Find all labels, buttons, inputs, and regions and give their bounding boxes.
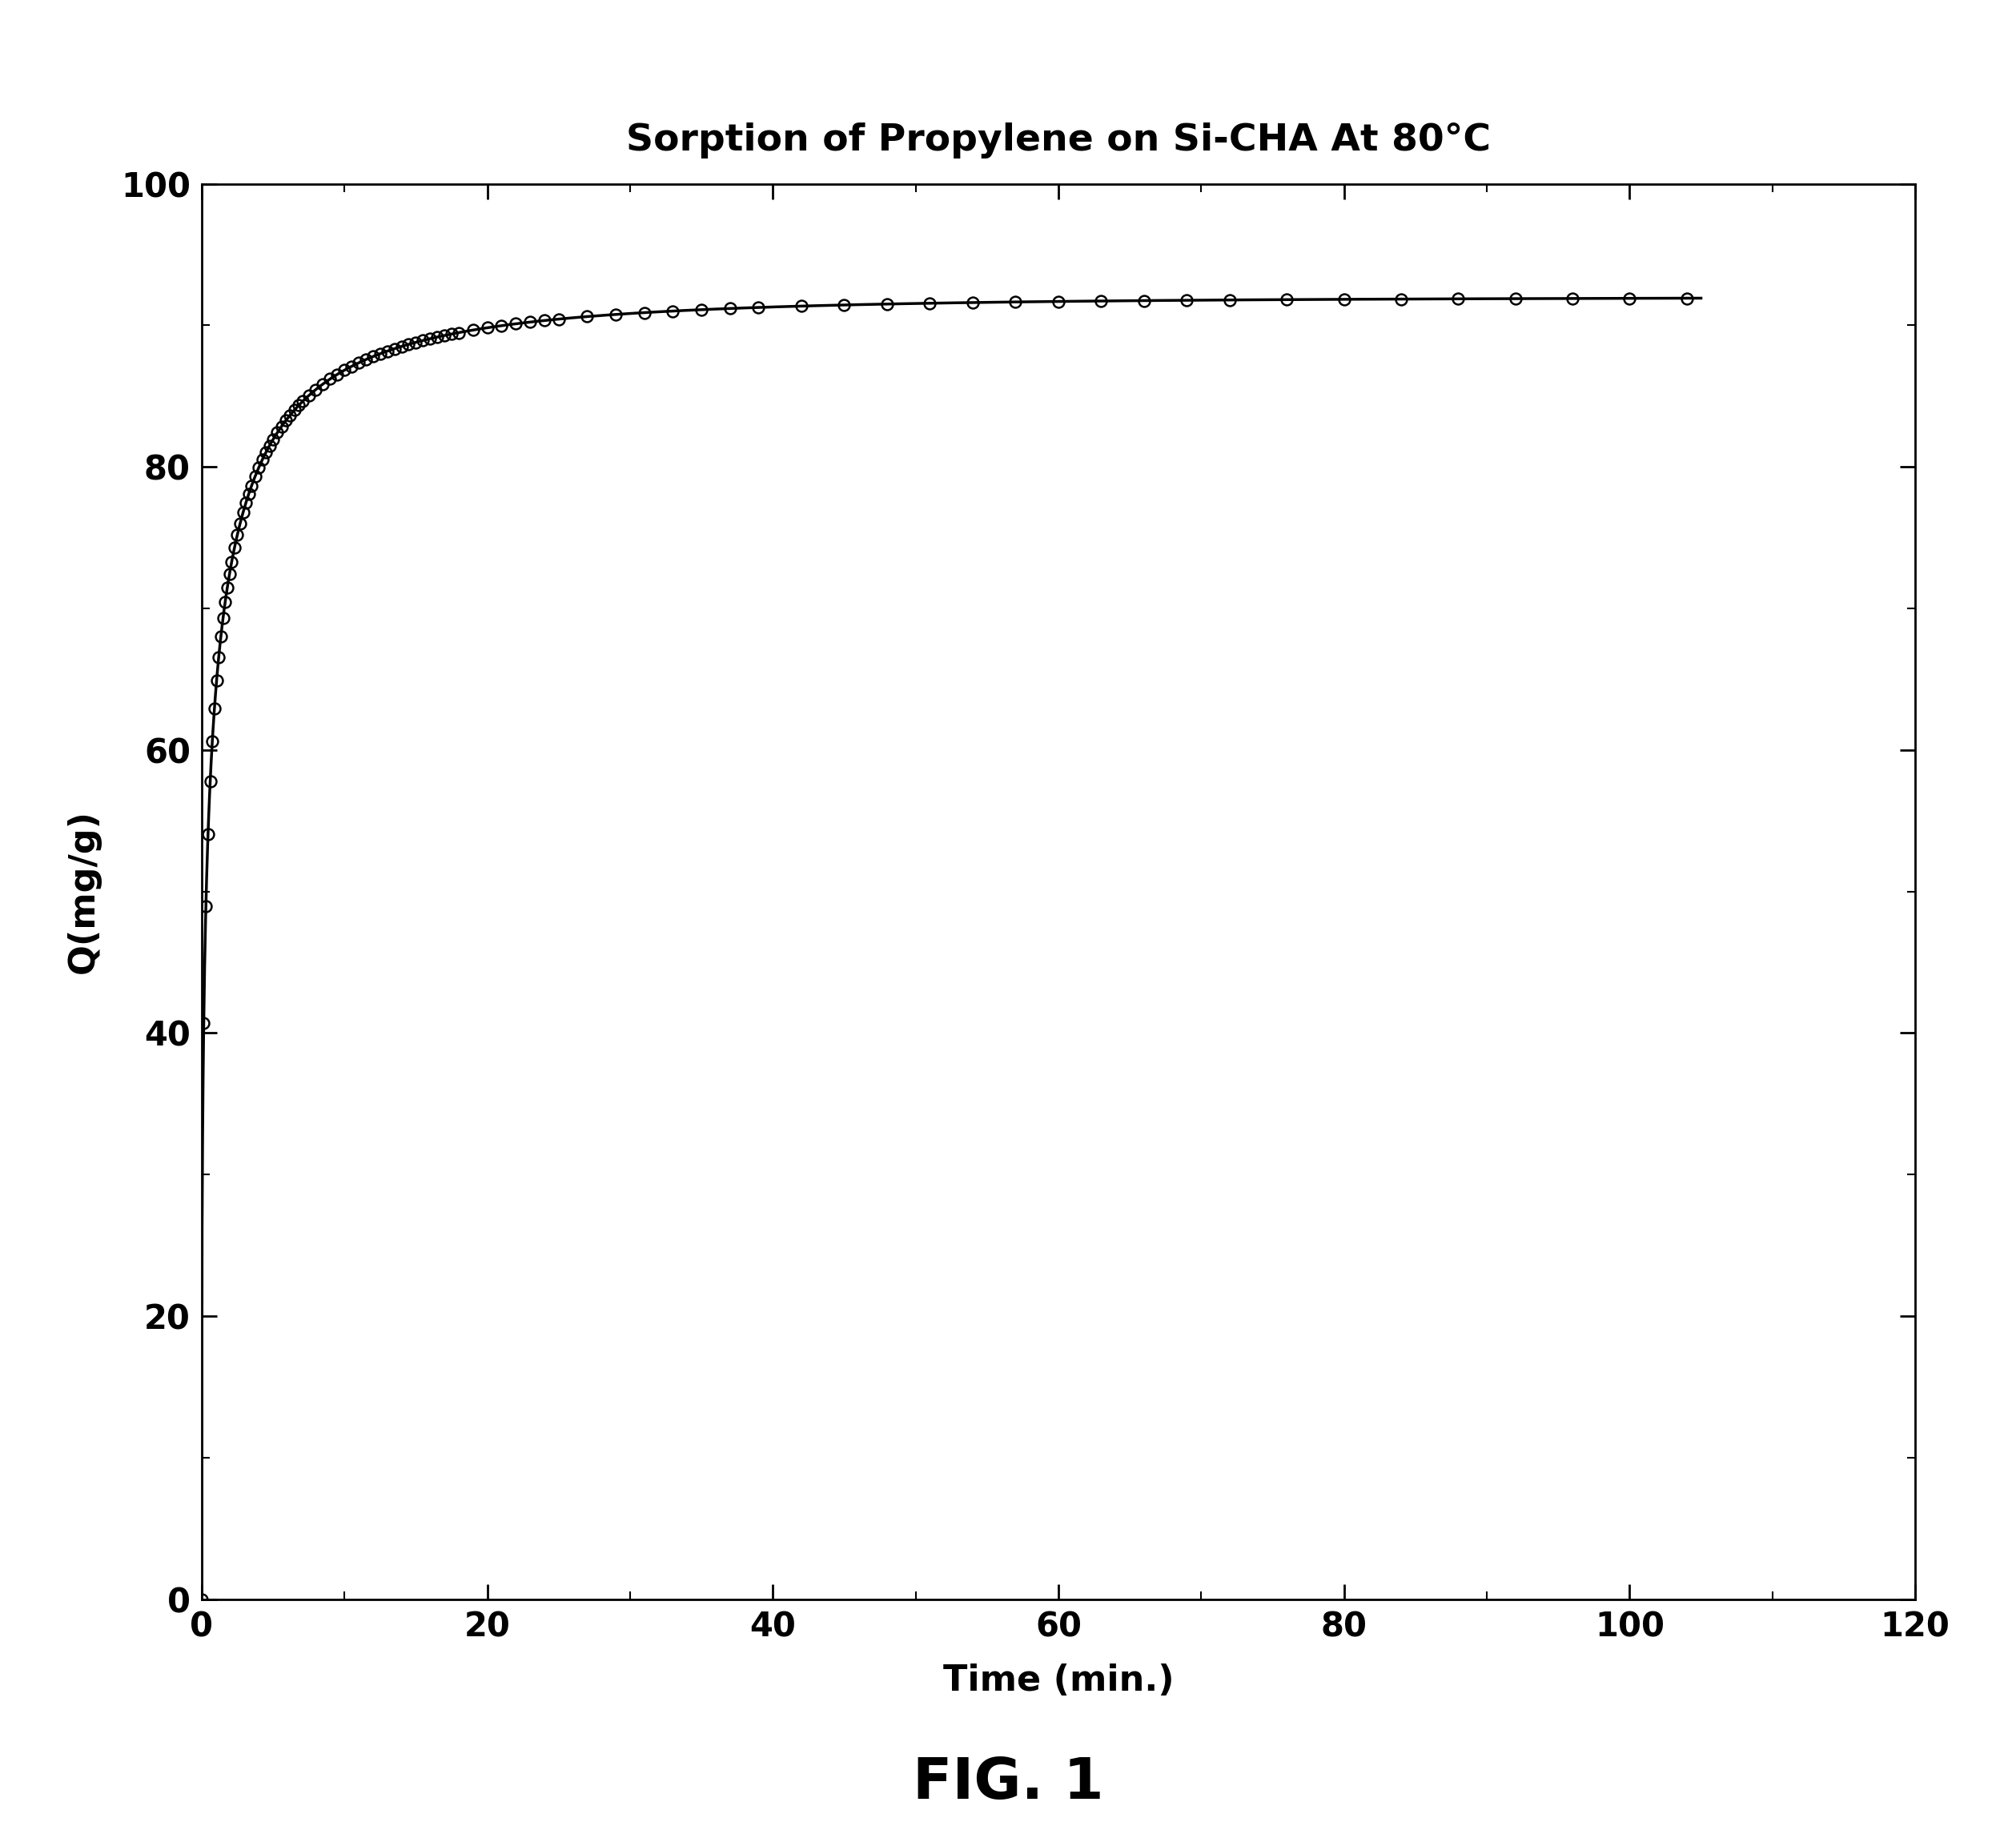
Title: Sorption of Propylene on Si-CHA At 80°C: Sorption of Propylene on Si-CHA At 80°C xyxy=(627,123,1490,158)
Y-axis label: Q(mg/g): Q(mg/g) xyxy=(67,809,101,974)
Text: FIG. 1: FIG. 1 xyxy=(913,1755,1103,1810)
X-axis label: Time (min.): Time (min.) xyxy=(943,1663,1173,1698)
